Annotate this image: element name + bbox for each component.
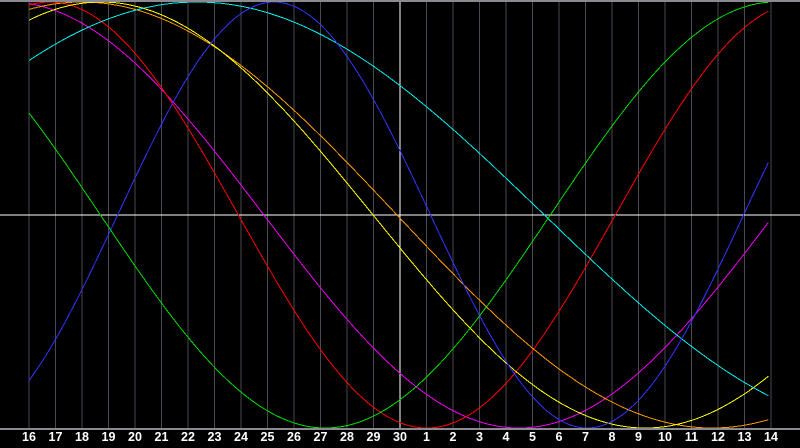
svg-text:30: 30	[393, 430, 407, 444]
svg-text:11: 11	[685, 430, 698, 444]
svg-text:23: 23	[208, 430, 222, 444]
svg-text:18: 18	[75, 430, 89, 444]
svg-text:9: 9	[635, 430, 642, 444]
svg-text:27: 27	[314, 430, 328, 444]
svg-text:6: 6	[556, 430, 563, 444]
svg-text:29: 29	[367, 430, 381, 444]
svg-text:2: 2	[450, 430, 457, 444]
svg-text:5: 5	[529, 430, 536, 444]
svg-text:16: 16	[22, 430, 36, 444]
svg-text:10: 10	[658, 430, 672, 444]
svg-text:22: 22	[181, 430, 195, 444]
svg-text:7: 7	[582, 430, 589, 444]
svg-text:8: 8	[609, 430, 616, 444]
svg-text:17: 17	[49, 430, 63, 444]
svg-text:25: 25	[261, 430, 275, 444]
svg-text:14: 14	[764, 430, 778, 444]
svg-text:21: 21	[155, 430, 169, 444]
svg-text:4: 4	[503, 430, 510, 444]
svg-text:19: 19	[102, 430, 116, 444]
svg-text:26: 26	[287, 430, 301, 444]
svg-text:1: 1	[423, 430, 430, 444]
svg-text:3: 3	[476, 430, 483, 444]
svg-text:20: 20	[128, 430, 142, 444]
svg-text:28: 28	[340, 430, 354, 444]
svg-text:13: 13	[738, 430, 752, 444]
svg-text:24: 24	[234, 430, 248, 444]
svg-text:12: 12	[711, 430, 725, 444]
